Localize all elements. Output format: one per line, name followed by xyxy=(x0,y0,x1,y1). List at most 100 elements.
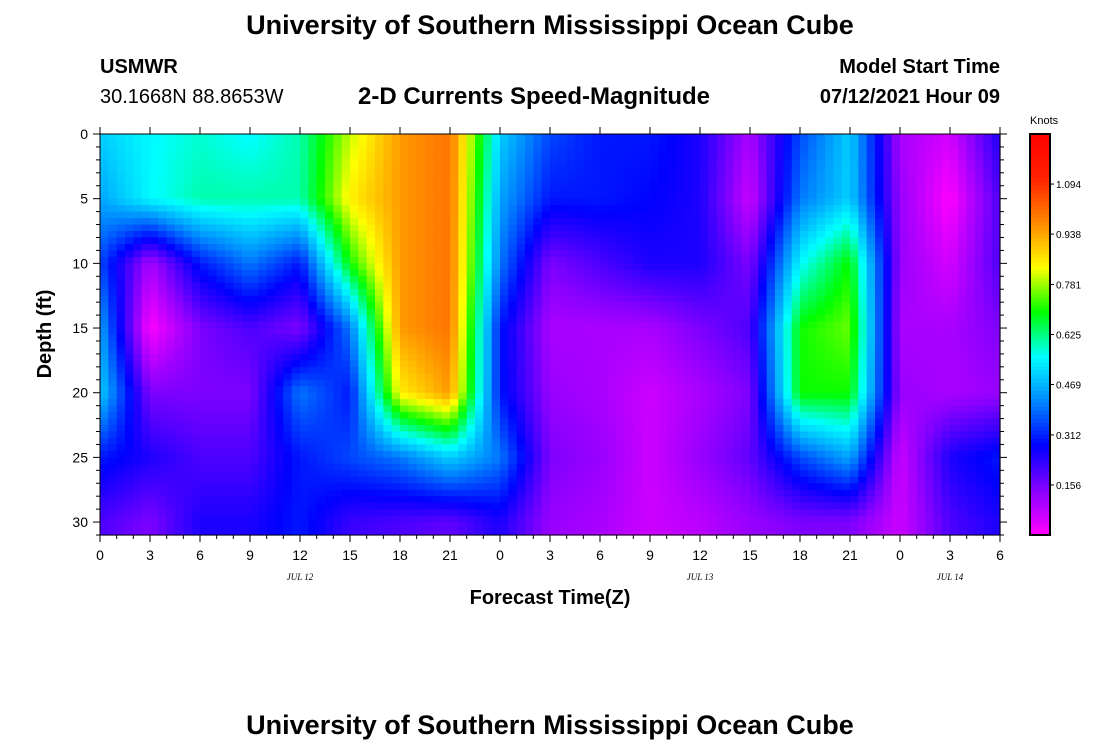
heatmap-cell xyxy=(433,185,443,193)
heatmap-cell xyxy=(458,308,468,316)
heatmap-cell xyxy=(858,159,868,167)
heatmap-cell xyxy=(758,179,768,187)
heatmap-cell xyxy=(350,405,359,413)
heatmap-cell xyxy=(108,392,118,400)
heatmap-cell xyxy=(758,308,768,316)
heatmap-cell xyxy=(225,340,234,349)
heatmap-cell xyxy=(400,418,409,426)
heatmap-cell xyxy=(300,405,309,413)
heatmap-cell xyxy=(883,198,893,206)
heatmap-cell xyxy=(950,353,959,361)
heatmap-cell xyxy=(516,224,526,232)
heatmap-cell xyxy=(633,231,643,239)
heatmap-cell xyxy=(866,263,876,271)
heatmap-cell xyxy=(291,276,301,284)
heatmap-cell xyxy=(116,353,126,361)
heatmap-cell xyxy=(241,405,251,413)
heatmap-cell xyxy=(458,269,468,277)
heatmap-cell xyxy=(533,347,543,355)
heatmap-cell xyxy=(983,289,993,297)
heatmap-cell xyxy=(750,392,759,400)
heatmap-cell xyxy=(458,146,468,155)
heatmap-cell xyxy=(766,153,776,161)
heatmap-cell xyxy=(558,185,568,193)
heatmap-cell xyxy=(466,302,476,310)
heatmap-cell xyxy=(858,360,868,368)
heatmap-cell xyxy=(975,134,984,142)
heatmap-cell xyxy=(283,250,293,258)
heatmap-cell xyxy=(916,146,926,155)
heatmap-cell xyxy=(100,179,109,187)
heatmap-cell xyxy=(216,256,226,264)
heatmap-cell xyxy=(466,366,476,374)
heatmap-cell xyxy=(866,218,876,226)
heatmap-cell xyxy=(575,321,584,329)
heatmap-cell xyxy=(425,146,434,155)
heatmap-cell xyxy=(633,289,643,297)
heatmap-cell xyxy=(608,302,618,310)
heatmap-cell xyxy=(883,172,893,180)
heatmap-cell xyxy=(925,302,934,310)
heatmap-cell xyxy=(608,340,618,349)
heatmap-cell xyxy=(708,425,718,433)
heatmap-cell xyxy=(933,218,943,226)
heatmap-cell xyxy=(458,243,468,252)
heatmap-cell xyxy=(283,340,293,349)
heatmap-cell xyxy=(341,295,351,303)
heatmap-cell xyxy=(216,353,226,361)
heatmap-cell xyxy=(600,360,609,368)
heatmap-cell xyxy=(491,172,501,180)
heatmap-cell xyxy=(941,308,951,316)
heatmap-cell xyxy=(516,263,526,271)
heatmap-cell xyxy=(358,405,368,413)
heatmap-cell xyxy=(333,366,343,374)
heatmap-cell xyxy=(516,179,526,187)
heatmap-cell xyxy=(758,360,768,368)
heatmap-cell xyxy=(591,315,601,323)
heatmap-cell xyxy=(491,366,501,374)
heatmap-cell xyxy=(208,140,218,148)
heatmap-cell xyxy=(741,205,751,213)
heatmap-cell xyxy=(950,302,959,310)
heatmap-cell xyxy=(341,308,351,316)
heatmap-cell xyxy=(550,308,559,316)
heatmap-cell xyxy=(500,425,509,433)
heatmap-cell xyxy=(841,153,851,161)
heatmap-cell xyxy=(158,179,168,187)
heatmap-cell xyxy=(616,295,626,303)
heatmap-cell xyxy=(141,185,151,193)
heatmap-cell xyxy=(208,340,218,349)
heatmap-cell xyxy=(533,134,543,142)
heatmap-cell xyxy=(516,386,526,394)
heatmap-cell xyxy=(675,269,684,277)
heatmap-cell xyxy=(283,392,293,400)
heatmap-cell xyxy=(600,302,609,310)
heatmap-cell xyxy=(658,405,668,413)
heatmap-cell xyxy=(500,418,509,426)
heatmap-cell xyxy=(408,386,418,394)
heatmap-cell xyxy=(466,166,476,174)
heatmap-cell xyxy=(216,243,226,252)
heatmap-cell xyxy=(941,192,951,200)
heatmap-cell xyxy=(691,425,701,433)
heatmap-cell xyxy=(325,308,334,316)
heatmap-cell xyxy=(708,289,718,297)
heatmap-cell xyxy=(741,198,751,206)
heatmap-cell xyxy=(233,269,243,277)
heatmap-cell xyxy=(241,185,251,193)
heatmap-cell xyxy=(825,399,834,407)
heatmap-cell xyxy=(491,134,501,142)
heatmap-cell xyxy=(616,185,626,193)
heatmap-cell xyxy=(358,198,368,206)
heatmap-cell xyxy=(525,282,534,290)
heatmap-cell xyxy=(858,392,868,400)
heatmap-cell xyxy=(116,263,126,271)
heatmap-cell xyxy=(241,334,251,342)
heatmap-cell xyxy=(916,224,926,232)
heatmap-cell xyxy=(616,302,626,310)
heatmap-cell xyxy=(566,198,576,206)
heatmap-cell xyxy=(425,353,434,361)
heatmap-cell xyxy=(366,412,376,420)
heatmap-cell xyxy=(816,334,826,342)
heatmap-cell xyxy=(241,211,251,219)
